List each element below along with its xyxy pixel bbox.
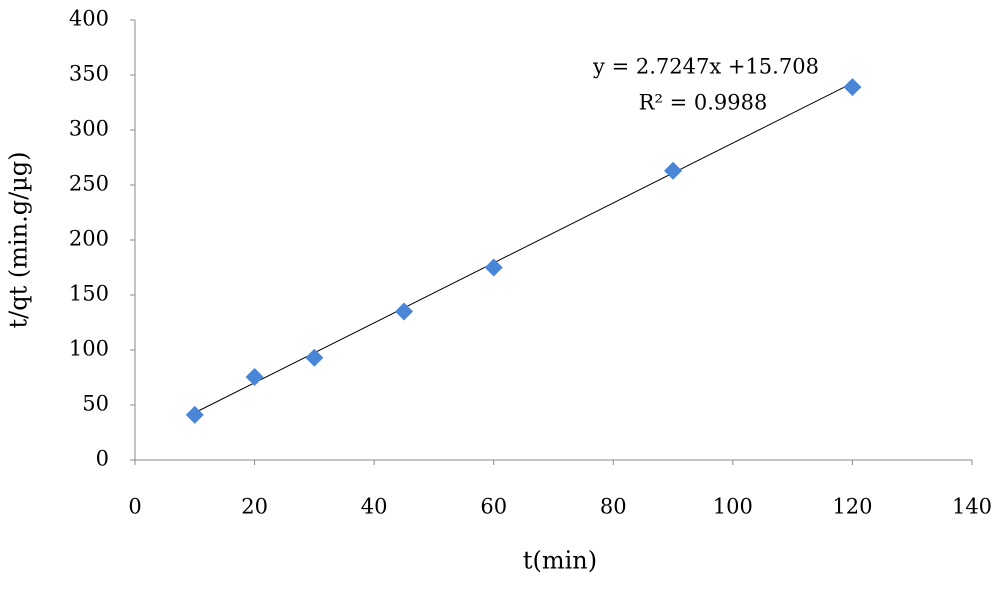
y-tick-label: 400 (69, 7, 109, 31)
r-squared: R² = 0.9988 (639, 91, 768, 115)
y-tick-label: 350 (69, 62, 109, 86)
y-axis-title: t/qt (min.g/µg) (5, 151, 33, 328)
y-tick-label: 50 (82, 392, 109, 416)
data-point (395, 302, 414, 321)
x-tick-label: 0 (128, 495, 141, 519)
data-point (664, 161, 683, 180)
y-tick-label: 0 (96, 447, 109, 471)
y-tick-label: 100 (69, 337, 109, 361)
data-point (185, 405, 204, 424)
trendline-equation: y = 2.7247x +15.708 (592, 55, 819, 79)
trendline (194, 82, 853, 414)
y-tick-label: 250 (69, 172, 109, 196)
data-point (245, 367, 264, 386)
x-tick-label: 140 (952, 495, 992, 519)
x-tick-label: 80 (600, 495, 627, 519)
x-tick-label: 40 (361, 495, 388, 519)
x-tick-label: 100 (713, 495, 753, 519)
x-tick-label: 120 (832, 495, 872, 519)
data-point (843, 78, 862, 97)
data-point (484, 258, 503, 277)
y-tick-label: 200 (69, 227, 109, 251)
x-axis-title: t(min) (523, 547, 597, 575)
y-tick-label: 300 (69, 117, 109, 141)
x-tick-label: 60 (480, 495, 507, 519)
y-tick-label: 150 (69, 282, 109, 306)
x-tick-label: 20 (241, 495, 268, 519)
data-point (305, 348, 324, 367)
